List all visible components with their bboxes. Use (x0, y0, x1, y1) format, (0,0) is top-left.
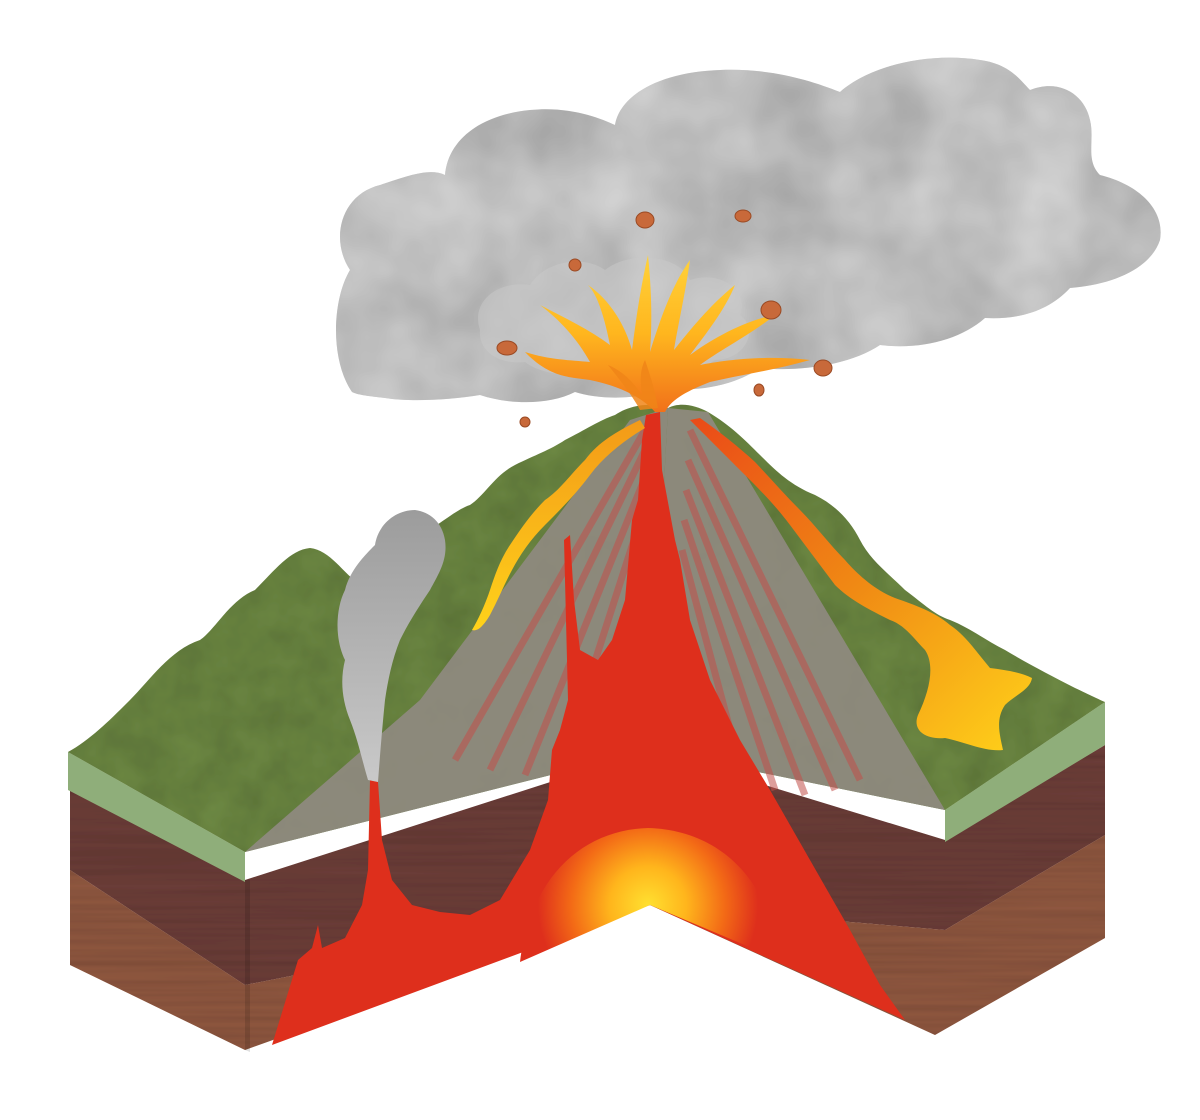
eruption-fountain (525, 255, 810, 412)
magma-chamber (272, 412, 905, 1045)
volcanic-bombs (496, 209, 833, 428)
secondary-vent-steam (337, 510, 446, 782)
ash-cloud (336, 57, 1161, 403)
ground-surface-edge (68, 702, 1105, 882)
lava-flows (472, 418, 1032, 751)
